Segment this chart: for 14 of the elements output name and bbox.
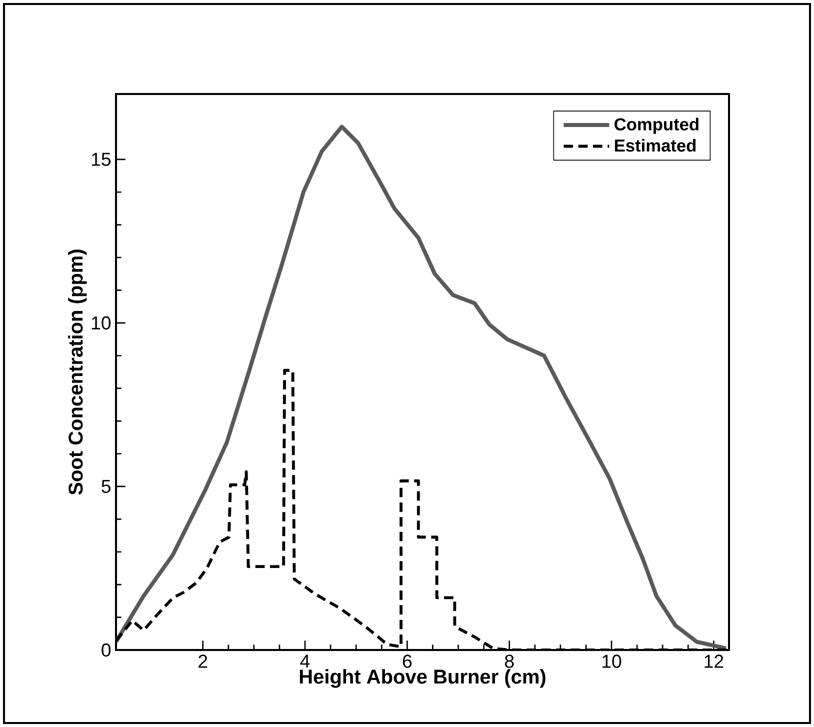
y-tick-label: 5	[102, 480, 111, 493]
y-tick-label: 15	[92, 152, 111, 166]
y-axis-title: Soot Concentration (ppm)	[68, 250, 87, 495]
x-tick-label: 12	[704, 654, 724, 668]
y-tick-label: 0	[102, 643, 111, 657]
x-tick-label: 6	[402, 654, 412, 668]
x-tick-label: 10	[602, 654, 622, 668]
legend-label: Estimated	[615, 138, 696, 152]
x-tick-label: 8	[504, 654, 514, 668]
x-axis-title: Height Above Burner (cm)	[300, 669, 546, 688]
x-tick-label: 2	[198, 654, 208, 668]
legend-label: Computed	[614, 118, 698, 134]
y-tick-label: 10	[92, 316, 111, 330]
x-tick-label: 4	[300, 654, 310, 668]
